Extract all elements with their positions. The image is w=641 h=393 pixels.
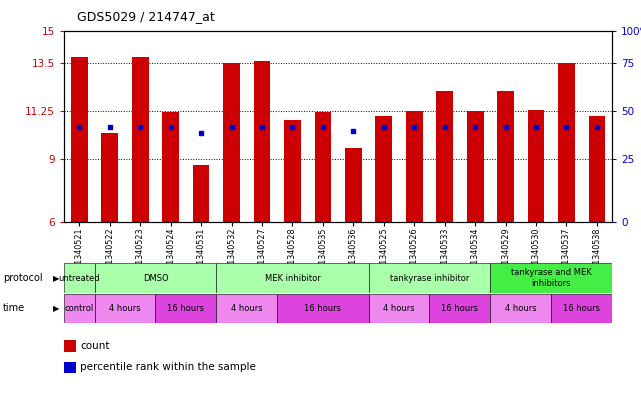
Text: 4 hours: 4 hours [231,304,263,313]
Text: tankyrase inhibitor: tankyrase inhibitor [390,274,469,283]
Text: GDS5029 / 214747_at: GDS5029 / 214747_at [77,10,215,23]
Bar [406,111,422,222]
FancyBboxPatch shape [64,294,95,323]
Bar [101,133,118,222]
Bar [193,165,210,222]
Text: control: control [65,304,94,313]
Bar [376,116,392,222]
Bar [467,111,483,222]
FancyBboxPatch shape [490,294,551,323]
Bar [528,110,544,222]
Text: ▶: ▶ [53,304,59,313]
Text: percentile rank within the sample: percentile rank within the sample [80,362,256,373]
Text: MEK inhibitor: MEK inhibitor [265,274,320,283]
Text: 16 hours: 16 hours [442,304,478,313]
FancyBboxPatch shape [216,294,277,323]
Text: 16 hours: 16 hours [563,304,600,313]
Bar [223,63,240,222]
Text: 16 hours: 16 hours [167,304,204,313]
FancyBboxPatch shape [216,263,369,293]
Text: 4 hours: 4 hours [109,304,141,313]
Bar [162,112,179,222]
Text: protocol: protocol [3,273,43,283]
FancyBboxPatch shape [369,294,429,323]
FancyBboxPatch shape [490,263,612,293]
Bar [71,57,88,222]
Text: time: time [3,303,26,313]
FancyBboxPatch shape [95,263,216,293]
Bar [437,91,453,222]
Bar [132,57,149,222]
Text: count: count [80,341,110,351]
Text: 16 hours: 16 hours [304,304,342,313]
FancyBboxPatch shape [64,263,95,293]
Bar [558,63,575,222]
Bar [284,120,301,222]
Text: 4 hours: 4 hours [383,304,415,313]
Bar [254,61,271,222]
Text: tankyrase and MEK
inhibitors: tankyrase and MEK inhibitors [511,268,592,288]
Bar [345,148,362,222]
Text: DMSO: DMSO [143,274,168,283]
FancyBboxPatch shape [277,294,369,323]
Text: 4 hours: 4 hours [505,304,537,313]
FancyBboxPatch shape [95,294,155,323]
FancyBboxPatch shape [429,294,490,323]
Bar [315,112,331,222]
Text: ▶: ▶ [53,274,59,283]
Bar [497,91,514,222]
FancyBboxPatch shape [551,294,612,323]
Bar [588,116,605,222]
FancyBboxPatch shape [155,294,216,323]
FancyBboxPatch shape [369,263,490,293]
Text: untreated: untreated [58,274,100,283]
